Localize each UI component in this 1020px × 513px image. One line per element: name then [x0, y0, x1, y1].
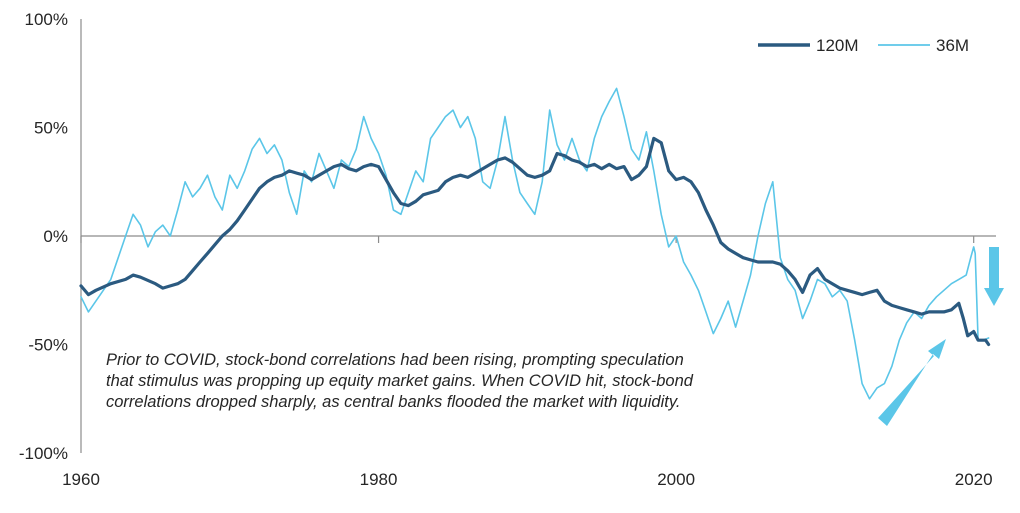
series-line-120m — [79, 136, 991, 347]
arrow-layer — [878, 247, 1004, 426]
rising-arrow — [878, 339, 946, 426]
y-tick-label: 100% — [25, 10, 68, 29]
x-tick-label: 2000 — [657, 470, 695, 489]
x-tick-label: 2020 — [955, 470, 993, 489]
legend-label-36m: 36M — [936, 36, 969, 55]
annotation-text: Prior to COVID, stock-bond correlations … — [106, 350, 846, 413]
y-tick-label: 0% — [43, 227, 68, 246]
annotation-line-1: Prior to COVID, stock-bond correlations … — [106, 351, 684, 369]
series-line-36m — [80, 87, 990, 400]
x-tick-label: 1960 — [62, 470, 100, 489]
annotation-line-2: that stimulus was propping up equity mar… — [106, 372, 693, 390]
legend-label-120m: 120M — [816, 36, 859, 55]
annotation-line-3: correlations dropped sharply, as central… — [106, 393, 681, 411]
y-axis-tick-labels: 100% 50% 0% -50% -100% — [19, 10, 68, 463]
x-axis-tick-labels: 1960 1980 2000 2020 — [62, 470, 993, 489]
x-axis-tick-marks — [80, 236, 975, 243]
y-tick-label: -100% — [19, 444, 68, 463]
x-tick-label: 1980 — [360, 470, 398, 489]
legend: 120M 36M — [758, 36, 969, 55]
y-tick-label: 50% — [34, 119, 68, 138]
drop-arrow — [984, 247, 1004, 306]
series-layer — [79, 87, 991, 400]
y-tick-label: -50% — [28, 336, 68, 355]
